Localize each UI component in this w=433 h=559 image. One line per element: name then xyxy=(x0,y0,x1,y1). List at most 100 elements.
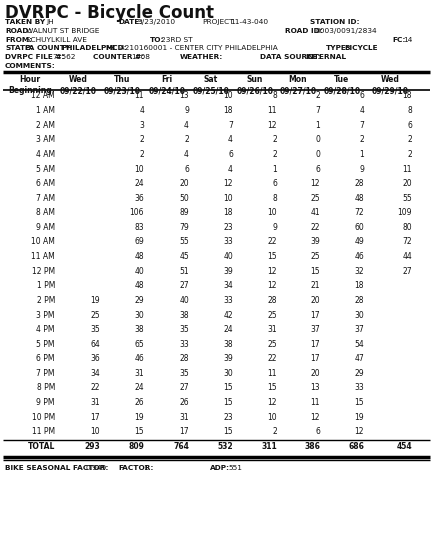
Text: 2: 2 xyxy=(315,92,320,101)
Text: 28: 28 xyxy=(355,296,364,305)
Text: 48: 48 xyxy=(134,281,144,290)
Text: 28: 28 xyxy=(268,296,277,305)
Text: 1: 1 xyxy=(359,150,364,159)
Text: 8: 8 xyxy=(272,92,277,101)
Text: 55: 55 xyxy=(402,194,412,203)
Text: 4 AM: 4 AM xyxy=(36,150,55,159)
Text: 15: 15 xyxy=(267,383,277,392)
Text: PA: PA xyxy=(24,45,34,51)
Text: 21: 21 xyxy=(310,281,320,290)
Text: 293: 293 xyxy=(84,442,100,451)
Text: 27: 27 xyxy=(179,383,189,392)
Text: MCD:: MCD: xyxy=(105,45,126,51)
Text: 4: 4 xyxy=(184,121,189,130)
Text: 31: 31 xyxy=(179,413,189,421)
Text: 35: 35 xyxy=(90,325,100,334)
Text: 15: 15 xyxy=(134,427,144,437)
Text: 7: 7 xyxy=(359,121,364,130)
Text: 454: 454 xyxy=(396,442,412,451)
Text: Wed
09/29/10: Wed 09/29/10 xyxy=(372,75,408,95)
Text: 764: 764 xyxy=(173,442,189,451)
Text: 4: 4 xyxy=(184,150,189,159)
Text: 32: 32 xyxy=(354,267,364,276)
Text: 3 AM: 3 AM xyxy=(36,135,55,144)
Text: 6: 6 xyxy=(184,164,189,173)
Text: 23: 23 xyxy=(223,223,233,232)
Text: 22: 22 xyxy=(90,383,100,392)
Text: 44: 44 xyxy=(402,252,412,261)
Text: 8: 8 xyxy=(407,106,412,115)
Text: 80: 80 xyxy=(402,223,412,232)
Text: Tue
09/28/10: Tue 09/28/10 xyxy=(323,75,361,95)
Text: 79: 79 xyxy=(179,223,189,232)
Text: 25: 25 xyxy=(267,340,277,349)
Text: 3: 3 xyxy=(139,121,144,130)
Text: 109: 109 xyxy=(397,209,412,217)
Text: 72: 72 xyxy=(354,209,364,217)
Text: 4 PM: 4 PM xyxy=(36,325,55,334)
Text: 12: 12 xyxy=(223,179,233,188)
Text: 39: 39 xyxy=(310,238,320,247)
Text: 0.949: 0.949 xyxy=(85,465,106,471)
Text: 11: 11 xyxy=(135,92,144,101)
Text: 4: 4 xyxy=(359,106,364,115)
Text: 6: 6 xyxy=(315,427,320,437)
Text: 11: 11 xyxy=(268,106,277,115)
Text: Mon
09/27/10: Mon 09/27/10 xyxy=(279,75,317,95)
Text: DATA SOURCE:: DATA SOURCE: xyxy=(260,54,320,60)
Text: 33: 33 xyxy=(179,340,189,349)
Text: 9: 9 xyxy=(359,164,364,173)
Text: 41: 41 xyxy=(310,209,320,217)
Text: 17: 17 xyxy=(179,427,189,437)
Text: 1 AM: 1 AM xyxy=(36,106,55,115)
Text: 49: 49 xyxy=(354,238,364,247)
Text: INTERNAL: INTERNAL xyxy=(305,54,346,60)
Text: 17: 17 xyxy=(310,310,320,320)
Text: 38: 38 xyxy=(134,325,144,334)
Text: 33: 33 xyxy=(223,296,233,305)
Text: 28: 28 xyxy=(180,354,189,363)
Text: 7: 7 xyxy=(315,106,320,115)
Text: 19: 19 xyxy=(134,413,144,421)
Text: FROM:: FROM: xyxy=(5,36,32,42)
Text: 4: 4 xyxy=(228,164,233,173)
Text: 23RD ST: 23RD ST xyxy=(161,36,193,42)
Text: 36: 36 xyxy=(90,354,100,363)
Text: 38: 38 xyxy=(223,340,233,349)
Text: PHILADELPHI: PHILADELPHI xyxy=(61,45,115,51)
Text: 2: 2 xyxy=(139,150,144,159)
Text: 25: 25 xyxy=(310,194,320,203)
Text: 31: 31 xyxy=(134,369,144,378)
Text: 10: 10 xyxy=(223,194,233,203)
Text: FACTOR:: FACTOR: xyxy=(118,465,153,471)
Text: 13: 13 xyxy=(310,383,320,392)
Text: 69: 69 xyxy=(134,238,144,247)
Text: ROAD ID:: ROAD ID: xyxy=(285,28,323,34)
Text: 10: 10 xyxy=(90,427,100,437)
Text: 3 PM: 3 PM xyxy=(36,310,55,320)
Text: 23: 23 xyxy=(223,413,233,421)
Text: 31: 31 xyxy=(90,398,100,407)
Text: 17: 17 xyxy=(90,413,100,421)
Text: DATE:: DATE: xyxy=(118,19,142,25)
Text: 40: 40 xyxy=(223,252,233,261)
Text: SCHUYLKILL AVE: SCHUYLKILL AVE xyxy=(26,36,87,42)
Text: DVRPC - Bicycle Count: DVRPC - Bicycle Count xyxy=(5,4,214,22)
Text: 18: 18 xyxy=(223,209,233,217)
Text: 50: 50 xyxy=(179,194,189,203)
Text: 11: 11 xyxy=(310,398,320,407)
Text: 45: 45 xyxy=(179,252,189,261)
Text: 106: 106 xyxy=(129,209,144,217)
Text: 0: 0 xyxy=(315,135,320,144)
Text: 39: 39 xyxy=(223,354,233,363)
Text: 25: 25 xyxy=(310,252,320,261)
Text: 42: 42 xyxy=(223,310,233,320)
Text: 9: 9 xyxy=(184,106,189,115)
Text: 35: 35 xyxy=(179,325,189,334)
Text: 12: 12 xyxy=(355,427,364,437)
Text: 12: 12 xyxy=(310,179,320,188)
Text: 2 AM: 2 AM xyxy=(36,121,55,130)
Text: 17: 17 xyxy=(310,340,320,349)
Text: 71562: 71562 xyxy=(52,54,75,60)
Text: 14: 14 xyxy=(403,36,412,42)
